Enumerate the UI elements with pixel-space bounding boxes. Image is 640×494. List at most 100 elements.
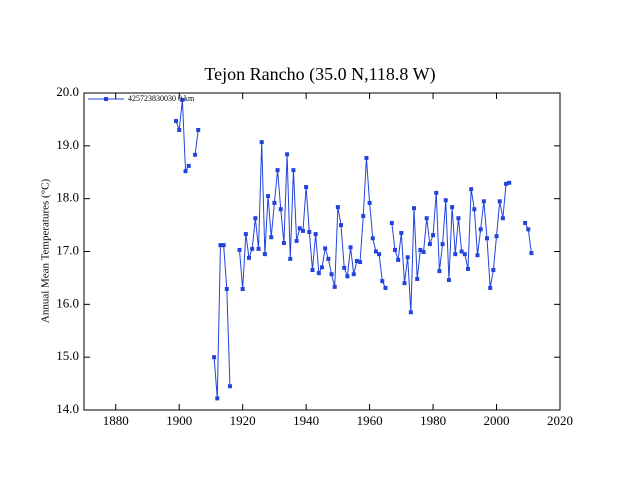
data-point: [500, 216, 505, 221]
data-point: [269, 235, 274, 240]
data-point: [250, 246, 255, 251]
data-point: [221, 243, 226, 248]
y-tick-label: 19.0: [56, 137, 79, 152]
x-tick-label: 1920: [230, 413, 256, 428]
data-point: [402, 281, 407, 286]
data-point: [456, 216, 461, 221]
data-point: [465, 266, 470, 271]
data-point: [361, 214, 366, 219]
data-point: [278, 207, 283, 212]
data-point: [329, 272, 334, 277]
data-point: [227, 384, 232, 389]
data-point: [431, 233, 436, 238]
data-point: [285, 152, 290, 157]
data-point: [320, 265, 324, 270]
data-point: [462, 252, 467, 257]
data-point: [396, 257, 401, 262]
data-point: [383, 285, 388, 290]
data-point: [392, 247, 397, 252]
data-point: [488, 285, 493, 290]
data-point: [526, 227, 531, 232]
y-axis-label: Annual Mean Temperatures (°C): [40, 179, 52, 324]
data-point: [437, 269, 442, 274]
data-point: [339, 223, 344, 228]
data-point: [313, 232, 318, 237]
legend-marker: [104, 97, 108, 101]
data-point: [300, 228, 305, 233]
data-point: [472, 207, 477, 212]
data-point: [405, 255, 410, 260]
x-tick-label: 1900: [166, 413, 192, 428]
y-tick-label: 18.0: [56, 190, 79, 205]
data-point: [215, 396, 220, 401]
data-point: [183, 169, 188, 174]
y-tick-label: 20.0: [56, 84, 79, 99]
y-tick-label: 14.0: [56, 401, 79, 416]
data-point: [418, 247, 423, 252]
data-point: [421, 250, 426, 255]
data-point: [389, 220, 394, 225]
data-point: [275, 168, 280, 173]
x-tick-label: 1980: [420, 413, 446, 428]
data-point: [412, 206, 417, 211]
data-point: [427, 242, 432, 247]
data-point: [494, 234, 499, 239]
data-point: [335, 205, 340, 210]
data-point: [259, 140, 264, 145]
data-point: [212, 355, 217, 360]
data-point: [491, 267, 496, 272]
data-point: [193, 152, 198, 157]
chart-title: Tejon Rancho (35.0 N,118.8 W): [204, 64, 435, 85]
data-point: [307, 229, 312, 234]
data-point: [507, 180, 512, 185]
data-point: [408, 310, 413, 315]
x-tick-label: 2000: [484, 413, 510, 428]
data-point: [440, 242, 445, 247]
data-point: [351, 272, 356, 277]
data-point: [342, 265, 347, 270]
data-point: [281, 241, 286, 246]
data-point: [332, 284, 337, 289]
y-tick-label: 15.0: [56, 348, 79, 363]
data-point: [364, 155, 369, 160]
data-point: [459, 249, 464, 254]
x-tick-label: 1940: [293, 413, 319, 428]
data-point: [180, 97, 185, 102]
data-point: [523, 220, 528, 225]
y-tick-label: 16.0: [56, 295, 79, 310]
data-point: [326, 256, 331, 261]
data-point: [529, 251, 534, 256]
data-point: [304, 185, 309, 190]
data-point: [424, 216, 429, 221]
data-point: [475, 253, 480, 258]
data-point: [453, 252, 458, 257]
data-point: [443, 198, 448, 203]
data-point: [323, 246, 328, 251]
data-point: [316, 271, 321, 276]
data-point: [434, 190, 439, 195]
x-tick-label: 1880: [103, 413, 129, 428]
data-point: [358, 260, 363, 265]
data-point: [504, 181, 509, 186]
data-point: [497, 199, 502, 204]
data-point: [196, 127, 201, 132]
data-point: [256, 246, 261, 251]
data-point: [348, 245, 353, 250]
data-point: [253, 216, 258, 221]
data-point: [310, 267, 315, 272]
data-point: [247, 255, 252, 260]
data-point: [266, 194, 271, 199]
data-point: [469, 187, 474, 192]
data-point: [288, 256, 293, 261]
data-point: [291, 168, 296, 173]
data-point: [478, 227, 483, 232]
data-point: [415, 276, 420, 281]
data-point: [262, 252, 267, 257]
data-point: [186, 163, 191, 168]
data-point: [446, 278, 451, 283]
data-point: [345, 274, 350, 279]
x-tick-label: 2020: [547, 413, 573, 428]
data-point: [177, 127, 182, 132]
data-point: [450, 205, 455, 210]
data-point: [237, 247, 242, 252]
